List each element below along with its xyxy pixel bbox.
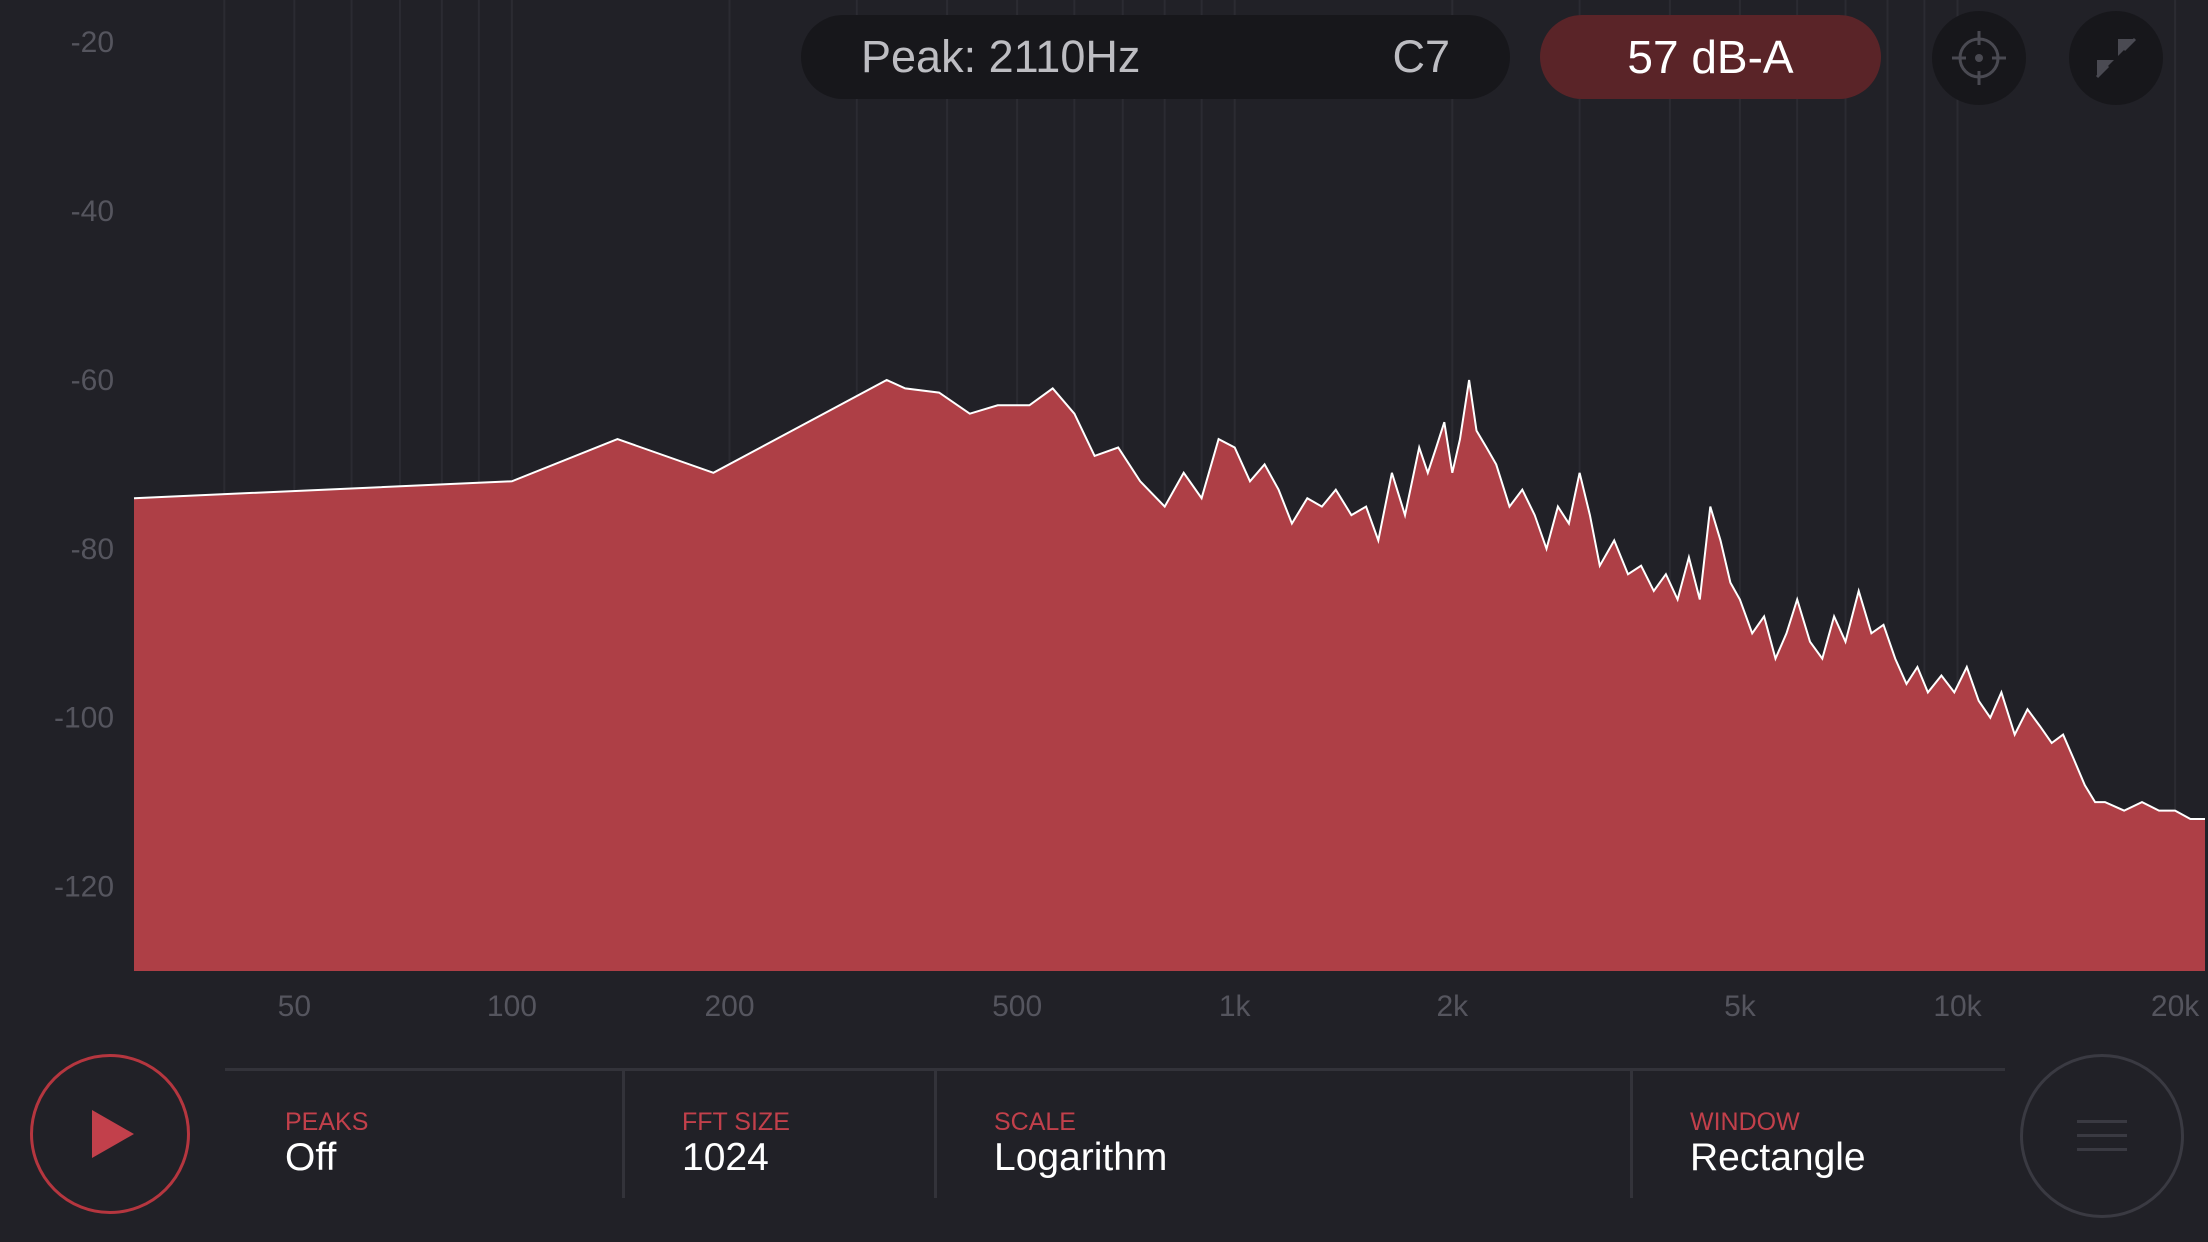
play-icon bbox=[92, 1110, 134, 1158]
y-tick-label: -60 bbox=[71, 364, 114, 397]
axis-ticks: -20 -40 -60 -80 -100 -120 50 100 200 500 1k 2k 5k 10k… bbox=[54, 26, 2200, 1023]
scale-value: Logarithm bbox=[994, 1136, 1168, 1179]
crosshair-icon bbox=[1952, 31, 2006, 85]
fft-size-setting[interactable]: FFT SIZE 1024 bbox=[622, 1068, 934, 1198]
peak-frequency-text: Peak: 2110Hz bbox=[861, 31, 1141, 82]
hamburger-icon bbox=[2077, 1120, 2127, 1151]
peak-readout: Peak: 2110Hz C7 bbox=[801, 15, 1510, 99]
spectrum-line bbox=[133, 378, 2205, 820]
peaks-setting[interactable]: PEAKS Off bbox=[225, 1068, 622, 1198]
x-tick-label: 500 bbox=[992, 990, 1042, 1023]
collapse-arrows-icon bbox=[2095, 37, 2137, 79]
x-tick-label: 100 bbox=[487, 990, 537, 1023]
fft-size-label: FFT SIZE bbox=[682, 1108, 790, 1136]
y-tick-label: -40 bbox=[71, 195, 114, 228]
y-tick-label: -120 bbox=[54, 871, 114, 904]
spectrum-area bbox=[134, 380, 2205, 971]
window-setting[interactable]: WINDOW Rectangle bbox=[1630, 1068, 2005, 1198]
peak-note-text: C7 bbox=[1392, 31, 1450, 82]
y-tick-label: -100 bbox=[54, 702, 114, 735]
peaks-label: PEAKS bbox=[285, 1108, 369, 1136]
menu-button[interactable] bbox=[2020, 1054, 2184, 1218]
settings-bar: PEAKS Off FFT SIZE 1024 SCALE Logarithm … bbox=[225, 1068, 2005, 1198]
x-tick-label: 2k bbox=[1436, 990, 1469, 1023]
x-tick-label: 1k bbox=[1219, 990, 1252, 1023]
window-value: Rectangle bbox=[1690, 1136, 1866, 1179]
x-tick-label: 5k bbox=[1724, 990, 1757, 1023]
y-tick-label: -80 bbox=[71, 533, 114, 566]
y-tick-label: -20 bbox=[71, 26, 114, 59]
x-tick-label: 50 bbox=[278, 990, 311, 1023]
settings-divider bbox=[622, 1068, 625, 1198]
x-tick-label: 200 bbox=[704, 990, 754, 1023]
window-label: WINDOW bbox=[1690, 1108, 1800, 1136]
scale-label: SCALE bbox=[994, 1108, 1076, 1136]
play-button[interactable] bbox=[30, 1054, 190, 1214]
settings-divider bbox=[1630, 1068, 1633, 1198]
x-tick-label: 10k bbox=[1933, 990, 1982, 1023]
fft-size-value: 1024 bbox=[682, 1136, 769, 1179]
level-meter-button[interactable]: 57 dB-A bbox=[1540, 15, 1881, 99]
level-text: 57 dB-A bbox=[1627, 31, 1794, 83]
x-tick-label: 20k bbox=[2151, 990, 2200, 1023]
scale-setting[interactable]: SCALE Logarithm bbox=[934, 1068, 1630, 1198]
calibrate-button[interactable] bbox=[1932, 11, 2026, 105]
settings-divider-line bbox=[225, 1068, 2005, 1071]
settings-divider bbox=[934, 1068, 937, 1198]
fullscreen-button[interactable] bbox=[2069, 11, 2163, 105]
peaks-value: Off bbox=[285, 1136, 337, 1179]
